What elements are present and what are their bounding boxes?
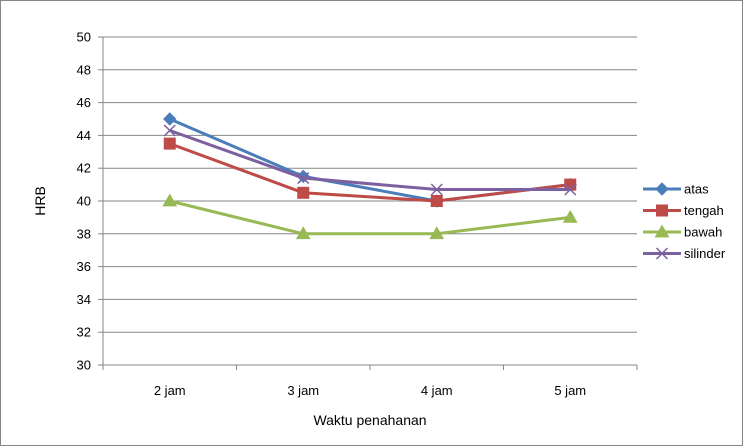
y-tick-label: 34 [77,292,91,307]
legend-item: silinder [643,246,726,261]
y-tick-labels: 30 32 34 36 38 40 42 44 46 48 50 [77,30,91,373]
legend-marker [655,247,669,260]
series-line [169,142,571,203]
legend-item: atas [643,182,709,197]
legend-item: tengah [643,203,724,218]
series-bawah [162,193,578,240]
y-tick-label: 30 [77,358,91,373]
y-axis-title: HRB [32,186,48,216]
series-tengah [163,137,577,207]
x-tick-label: 4 jam [421,383,453,398]
data-point [295,226,311,240]
data-point [430,195,443,207]
x-axis-title: Waktu penahanan [313,412,426,428]
y-tick-label: 36 [77,259,91,274]
y-tick-label: 48 [77,62,91,77]
legend-marker [656,204,668,217]
legend-label: silinder [684,246,726,261]
y-tick-label: 44 [77,128,91,143]
series-silinder [163,124,577,196]
y-tick-label: 40 [77,194,91,209]
grid-lines [98,36,637,366]
x-tick-labels: 2 jam 3 jam 4 jam 5 jam [102,365,638,398]
legend-label: tengah [684,203,724,218]
data-point [163,112,177,126]
data-point [564,183,577,196]
y-tick-label: 50 [77,30,91,45]
y-tick-label: 32 [77,325,91,340]
data-point [162,193,178,207]
data-point [163,137,176,150]
data-point [430,183,443,196]
legend-marker [654,224,670,238]
legend-label: bawah [684,225,722,240]
data-point [297,172,310,185]
x-tick-label: 3 jam [287,383,319,398]
series-lines [162,112,578,240]
x-tick-label: 5 jam [554,383,586,398]
y-tick-label: 42 [77,161,91,176]
legend-marker [655,182,669,196]
legend-item: bawah [643,224,722,240]
x-tick-label: 2 jam [154,383,186,398]
y-tick-label: 46 [77,95,91,110]
data-point [297,186,310,199]
data-point [429,226,445,240]
data-point [163,124,176,137]
legend: atas tengah bawah silinder [643,182,726,261]
y-tick-label: 38 [77,226,91,241]
data-point [562,209,578,223]
series-line [169,129,571,192]
series-line [169,199,571,236]
legend-label: atas [684,182,709,197]
